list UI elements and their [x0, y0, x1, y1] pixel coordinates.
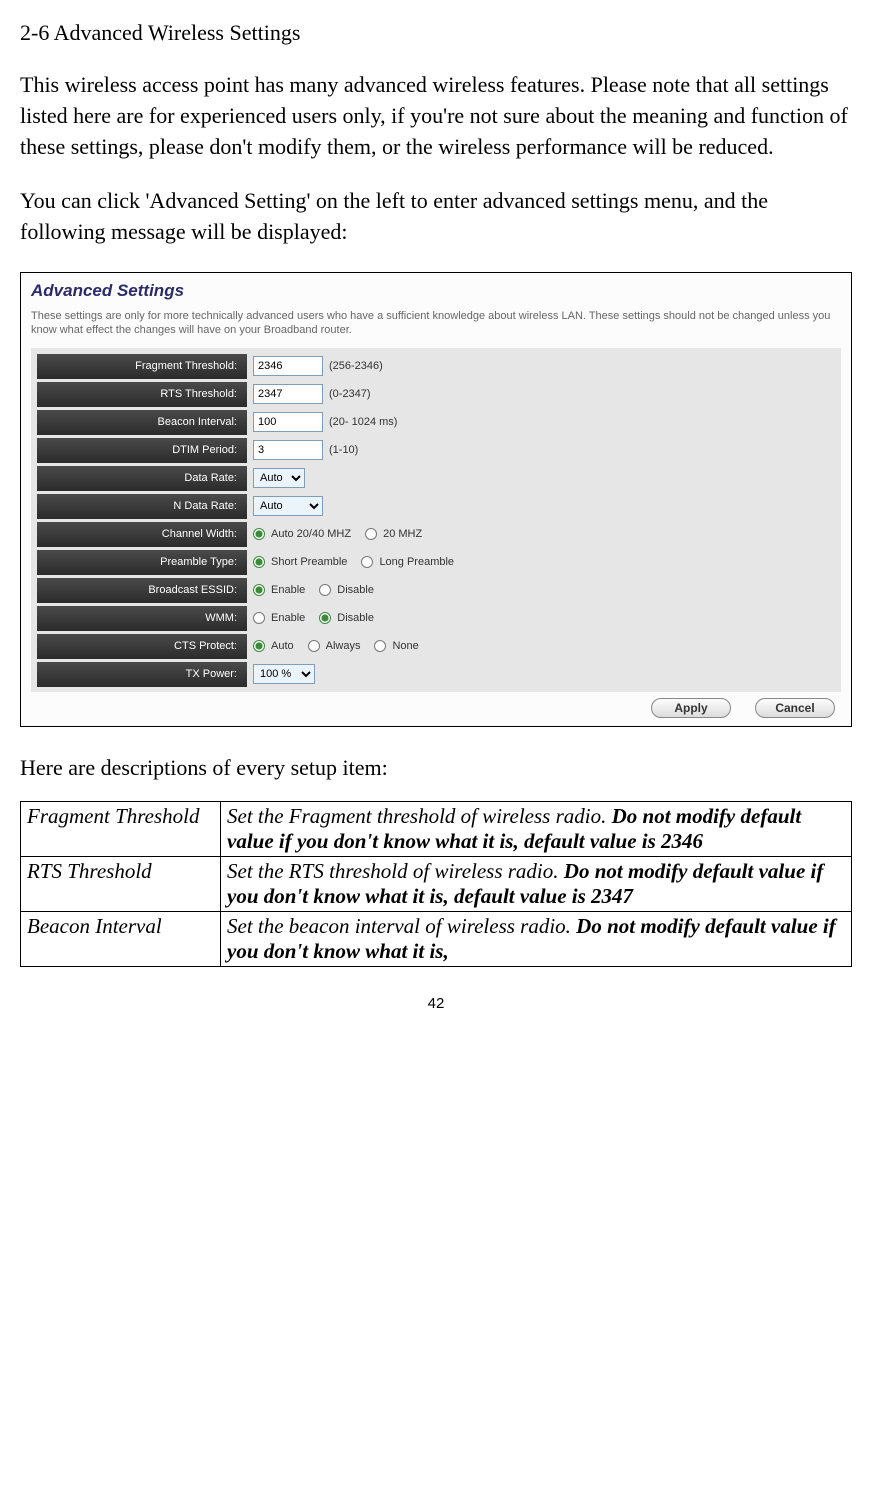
button-row: Apply Cancel — [31, 692, 841, 718]
cell-desc-fragment: Set the Fragment threshold of wireless r… — [221, 801, 852, 856]
desc-pre-fragment: Set the Fragment threshold of wireless r… — [227, 804, 612, 828]
hint-rts-threshold: (0-2347) — [329, 388, 371, 400]
row-wmm: WMM: Enable Disable — [37, 606, 835, 631]
row-rts-threshold: RTS Threshold: (0-2347) — [37, 382, 835, 407]
radio-input-chw-auto[interactable] — [253, 528, 265, 540]
radio-label-pre-long: Long Preamble — [379, 556, 454, 568]
section-title: 2-6 Advanced Wireless Settings — [20, 20, 852, 46]
label-rts-threshold: RTS Threshold: — [37, 382, 247, 407]
label-wmm: WMM: — [37, 606, 247, 631]
label-tx-power: TX Power: — [37, 662, 247, 687]
radio-input-cts-none[interactable] — [374, 640, 386, 652]
radio-wmm-disable[interactable]: Disable — [319, 612, 374, 624]
label-preamble-type: Preamble Type: — [37, 550, 247, 575]
row-fragment-threshold: Fragment Threshold: (256-2346) — [37, 354, 835, 379]
radio-input-pre-short[interactable] — [253, 556, 265, 568]
cell-desc-rts: Set the RTS threshold of wireless radio.… — [221, 856, 852, 911]
radio-input-cts-always[interactable] — [308, 640, 320, 652]
radio-channel-width-20[interactable]: 20 MHZ — [365, 528, 422, 540]
row-channel-width: Channel Width: Auto 20/40 MHZ 20 MHZ — [37, 522, 835, 547]
apply-button[interactable]: Apply — [651, 698, 731, 718]
radio-essid-disable[interactable]: Disable — [319, 584, 374, 596]
radio-label-cts-none: None — [392, 640, 418, 652]
table-row: Beacon Interval Set the beacon interval … — [21, 911, 852, 966]
input-beacon-interval[interactable] — [253, 412, 323, 432]
cell-desc-beacon: Set the beacon interval of wireless radi… — [221, 911, 852, 966]
radio-label-ess-enable: Enable — [271, 584, 305, 596]
radio-input-pre-long[interactable] — [361, 556, 373, 568]
table-row: RTS Threshold Set the RTS threshold of w… — [21, 856, 852, 911]
screenshot-title: Advanced Settings — [31, 281, 841, 301]
radio-cts-auto[interactable]: Auto — [253, 640, 294, 652]
radio-label-wmm-enable: Enable — [271, 612, 305, 624]
radio-wmm-enable[interactable]: Enable — [253, 612, 305, 624]
label-dtim-period: DTIM Period: — [37, 438, 247, 463]
screenshot-description: These settings are only for more technic… — [31, 309, 841, 338]
radio-essid-enable[interactable]: Enable — [253, 584, 305, 596]
row-data-rate: Data Rate: Auto — [37, 466, 835, 491]
radio-label-cts-always: Always — [326, 640, 361, 652]
radio-label-chw-auto: Auto 20/40 MHZ — [271, 528, 351, 540]
label-n-data-rate: N Data Rate: — [37, 494, 247, 519]
label-broadcast-essid: Broadcast ESSID: — [37, 578, 247, 603]
row-broadcast-essid: Broadcast ESSID: Enable Disable — [37, 578, 835, 603]
label-beacon-interval: Beacon Interval: — [37, 410, 247, 435]
cancel-button[interactable]: Cancel — [755, 698, 835, 718]
page-number: 42 — [20, 995, 852, 1012]
desc-pre-rts: Set the RTS threshold of wireless radio. — [227, 859, 564, 883]
radio-preamble-long[interactable]: Long Preamble — [361, 556, 454, 568]
cell-name-beacon: Beacon Interval — [21, 911, 221, 966]
radio-input-wmm-enable[interactable] — [253, 612, 265, 624]
radio-input-ess-enable[interactable] — [253, 584, 265, 596]
label-data-rate: Data Rate: — [37, 466, 247, 491]
label-fragment-threshold: Fragment Threshold: — [37, 354, 247, 379]
select-data-rate[interactable]: Auto — [253, 468, 305, 488]
radio-label-ess-disable: Disable — [337, 584, 374, 596]
radio-channel-width-auto[interactable]: Auto 20/40 MHZ — [253, 528, 351, 540]
radio-label-wmm-disable: Disable — [337, 612, 374, 624]
radio-input-cts-auto[interactable] — [253, 640, 265, 652]
row-preamble-type: Preamble Type: Short Preamble Long Pream… — [37, 550, 835, 575]
intro-paragraph-1: This wireless access point has many adva… — [20, 70, 852, 162]
radio-input-ess-disable[interactable] — [319, 584, 331, 596]
row-dtim-period: DTIM Period: (1-10) — [37, 438, 835, 463]
row-beacon-interval: Beacon Interval: (20- 1024 ms) — [37, 410, 835, 435]
row-tx-power: TX Power: 100 % — [37, 662, 835, 687]
desc-pre-beacon: Set the beacon interval of wireless radi… — [227, 914, 576, 938]
row-cts-protect: CTS Protect: Auto Always None — [37, 634, 835, 659]
radio-cts-always[interactable]: Always — [308, 640, 361, 652]
input-fragment-threshold[interactable] — [253, 356, 323, 376]
cell-name-fragment: Fragment Threshold — [21, 801, 221, 856]
radio-cts-none[interactable]: None — [374, 640, 418, 652]
select-tx-power[interactable]: 100 % — [253, 664, 315, 684]
hint-beacon-interval: (20- 1024 ms) — [329, 416, 397, 428]
radio-label-pre-short: Short Preamble — [271, 556, 347, 568]
input-rts-threshold[interactable] — [253, 384, 323, 404]
hint-dtim-period: (1-10) — [329, 444, 358, 456]
row-n-data-rate: N Data Rate: Auto — [37, 494, 835, 519]
input-dtim-period[interactable] — [253, 440, 323, 460]
radio-label-cts-auto: Auto — [271, 640, 294, 652]
hint-fragment-threshold: (256-2346) — [329, 360, 383, 372]
intro-paragraph-2: You can click 'Advanced Setting' on the … — [20, 186, 852, 248]
radio-input-wmm-disable[interactable] — [319, 612, 331, 624]
settings-screenshot: Advanced Settings These settings are onl… — [20, 272, 852, 727]
radio-input-chw-20[interactable] — [365, 528, 377, 540]
label-cts-protect: CTS Protect: — [37, 634, 247, 659]
cell-name-rts: RTS Threshold — [21, 856, 221, 911]
label-channel-width: Channel Width: — [37, 522, 247, 547]
radio-preamble-short[interactable]: Short Preamble — [253, 556, 347, 568]
table-row: Fragment Threshold Set the Fragment thre… — [21, 801, 852, 856]
description-table: Fragment Threshold Set the Fragment thre… — [20, 801, 852, 967]
description-intro: Here are descriptions of every setup ite… — [20, 755, 852, 781]
settings-form: Fragment Threshold: (256-2346) RTS Thres… — [31, 348, 841, 692]
select-n-data-rate[interactable]: Auto — [253, 496, 323, 516]
radio-label-chw-20: 20 MHZ — [383, 528, 422, 540]
